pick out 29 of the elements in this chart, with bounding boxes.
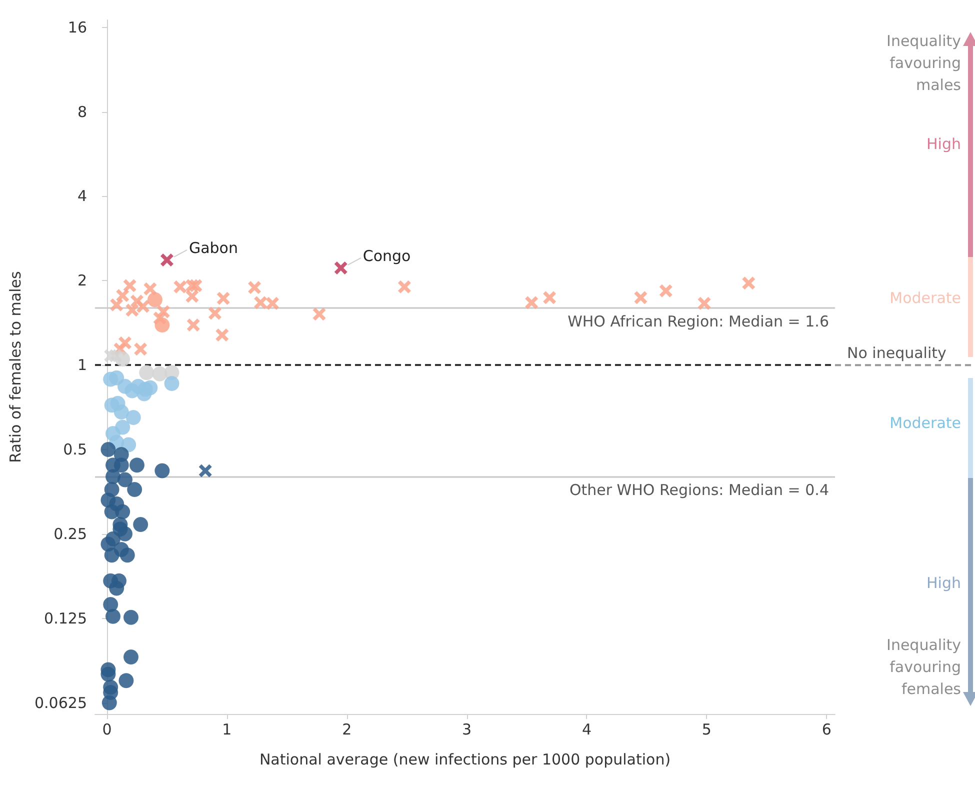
annotation: Gabon (188, 238, 238, 257)
x-tick-label: 0 (102, 720, 112, 738)
ref-line-label: WHO African Region: Median = 1.6 (568, 312, 829, 330)
y-tick-label: 0.0625 (34, 694, 87, 712)
annotation: Congo (362, 246, 411, 265)
y-tick-label: 0.125 (44, 609, 87, 628)
x-axis-title: National average (new infections per 1000 population) (259, 750, 671, 768)
x-tick-label: 1 (222, 720, 232, 738)
x-tick-label: 6 (822, 720, 832, 738)
text: High (926, 134, 961, 155)
y-tick-label: 8 (77, 102, 87, 121)
ref-line-label: Other WHO Regions: Median = 0.4 (569, 481, 829, 500)
text: Moderate (890, 288, 961, 309)
x-tick-label: 4 (582, 720, 592, 738)
y-axis-title: Ratio of females to males (6, 270, 24, 463)
y-tick-label: 2 (77, 272, 87, 290)
text: Inequality favouring females (886, 635, 961, 700)
y-tick-label: 0.5 (63, 440, 87, 459)
y-tick-label: 0.25 (54, 524, 87, 543)
y-tick-label: 1 (77, 356, 87, 374)
text: High (926, 573, 961, 594)
y-tick-label: 16 (68, 18, 87, 36)
x-tick-label: 3 (462, 720, 472, 738)
y-tick-label: 4 (77, 187, 87, 206)
x-tick-label: 2 (342, 720, 352, 738)
text: Moderate (890, 413, 961, 434)
ref-line-label: No inequality (847, 344, 947, 362)
x-tick-label: 5 (702, 720, 712, 738)
text: Inequality favouring males (886, 31, 961, 96)
